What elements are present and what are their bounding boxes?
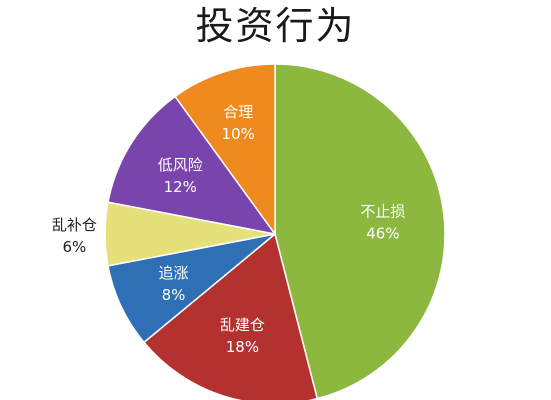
slice-category-label: 低风险 — [158, 156, 203, 174]
slice-value-label: 46% — [366, 224, 399, 242]
slice-value-label: 12% — [164, 178, 197, 196]
slice-value-label: 10% — [222, 125, 255, 143]
pie-slice — [274, 63, 446, 400]
slice-category-label: 不止损 — [360, 202, 405, 220]
slice-category-label: 乱建仓 — [220, 316, 265, 334]
slice-value-label: 18% — [226, 338, 259, 356]
pie-slice — [142, 232, 319, 400]
slice-value-label: 6% — [63, 238, 87, 256]
chart-title: 投资行为 — [195, 4, 356, 48]
pie-slice — [174, 63, 276, 237]
slice-category-label: 追涨 — [158, 264, 188, 282]
slice-category-label: 乱补仓 — [52, 216, 97, 234]
pie-slice — [107, 95, 277, 236]
slice-category-label: 合理 — [223, 103, 253, 121]
slice-value-label: 8% — [162, 286, 186, 304]
